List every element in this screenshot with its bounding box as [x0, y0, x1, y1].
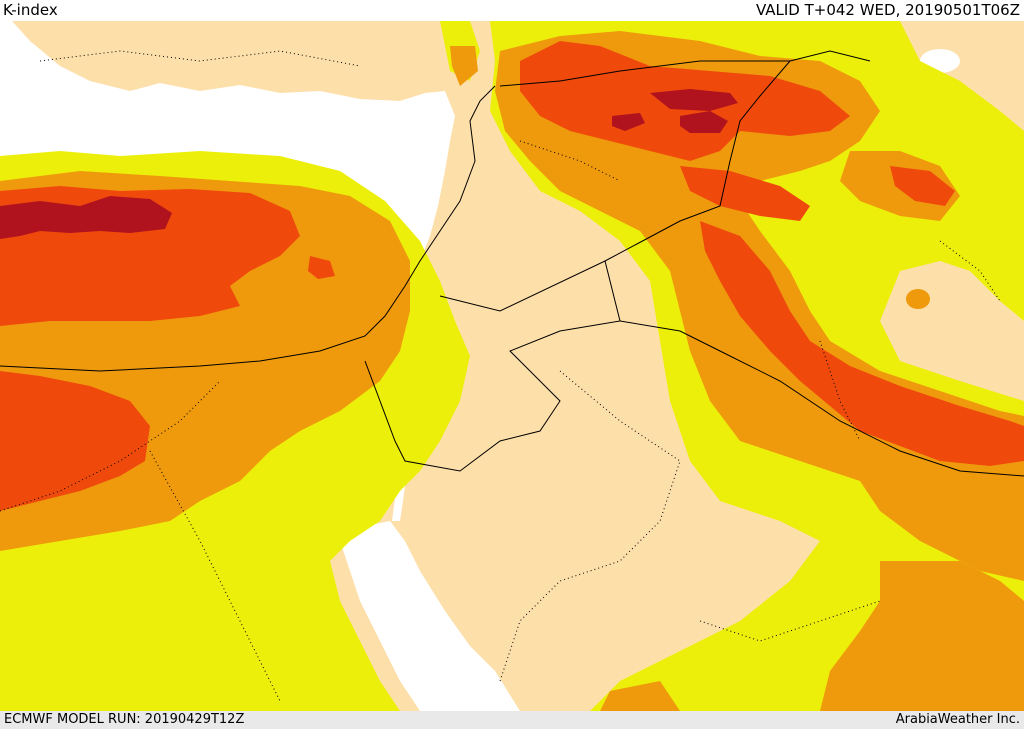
header-bar: K-index VALID T+042 WED, 20190501T06Z [0, 0, 1024, 21]
aegean-sea [0, 21, 60, 101]
map-canvas [0, 21, 1024, 711]
k-index-level-4 [0, 89, 738, 239]
region-borders [0, 50, 1001, 702]
model-run-label: ECMWF MODEL RUN: 20190429T12Z [4, 712, 245, 727]
map-title: K-index [3, 1, 58, 19]
credit-label: ArabiaWeather Inc. [895, 712, 1020, 727]
valid-time: VALID T+042 WED, 20190501T06Z [755, 1, 1020, 19]
country-borders [0, 50, 1024, 477]
footer-bar: ECMWF MODEL RUN: 20190429T12Z ArabiaWeat… [0, 711, 1024, 729]
k-index-map[interactable] [0, 21, 1024, 711]
red-sea [340, 521, 520, 711]
